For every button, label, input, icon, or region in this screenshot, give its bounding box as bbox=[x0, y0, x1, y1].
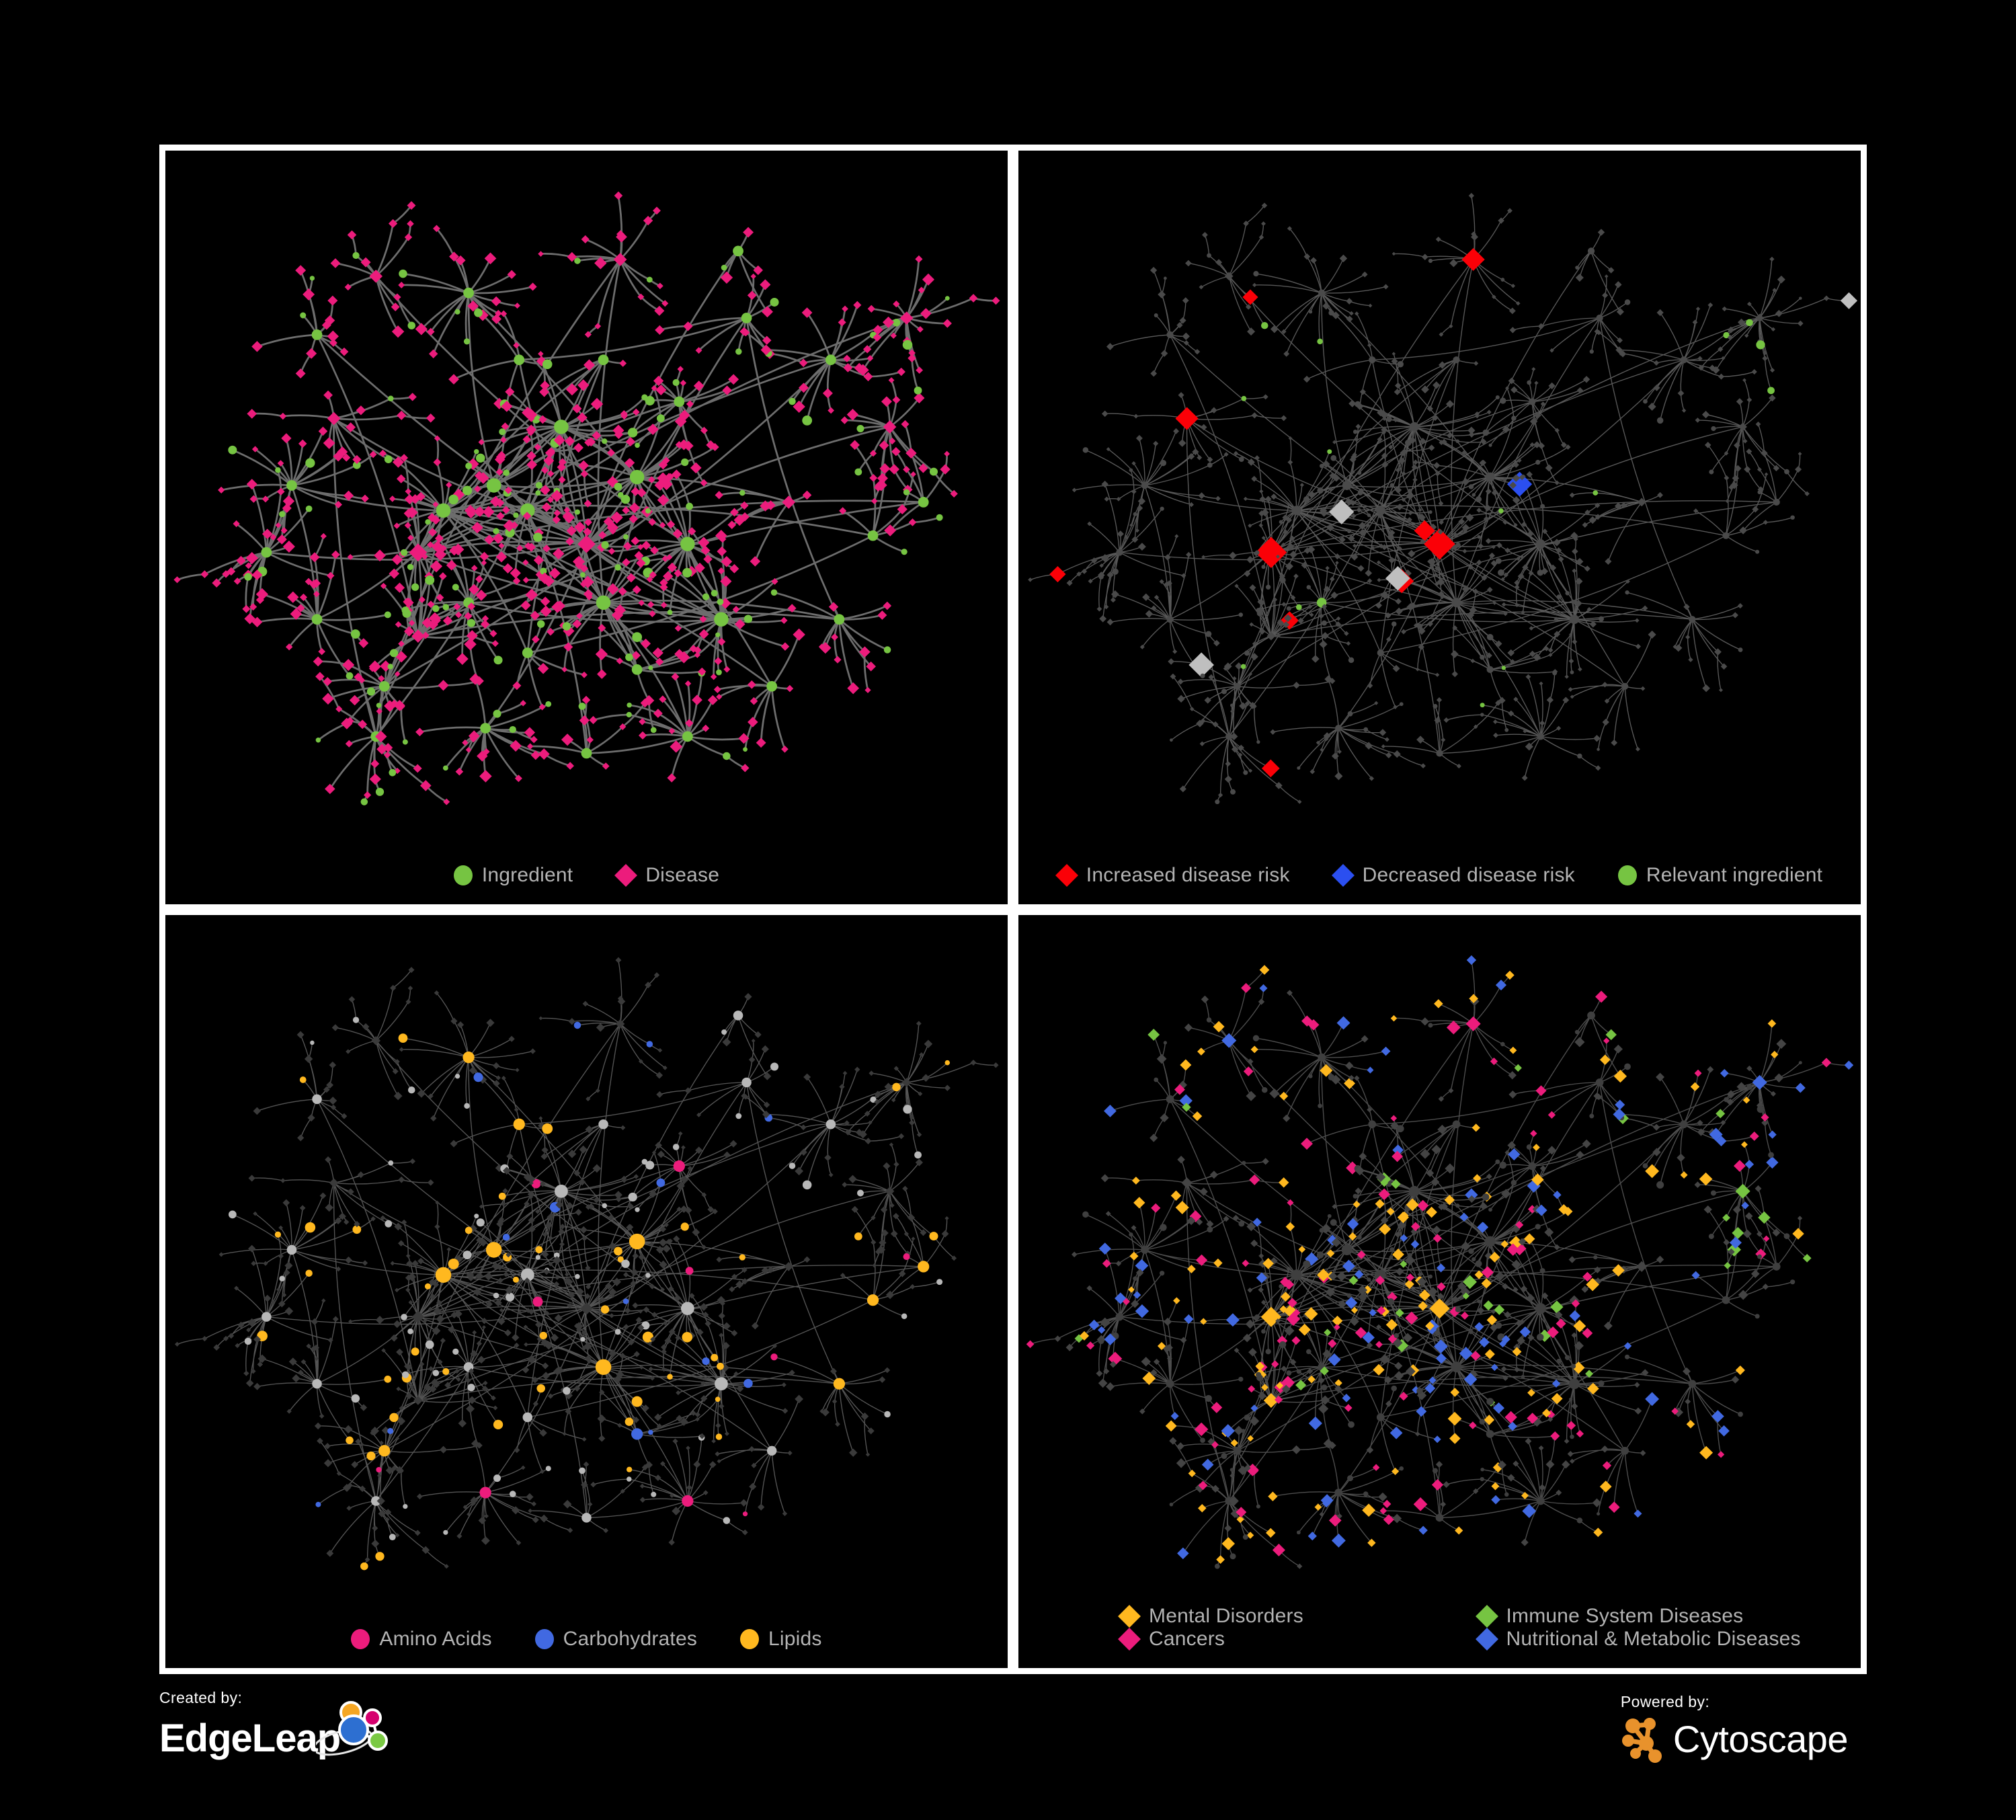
legend-item-disease: Disease bbox=[614, 863, 720, 887]
created-by-label: Created by: bbox=[159, 1689, 243, 1706]
edgeleap-network-logo-icon bbox=[316, 1701, 389, 1756]
powered-by-label: Powered by: bbox=[1620, 1693, 1710, 1710]
network-graphic-3 bbox=[174, 957, 999, 1570]
cancers-marker-icon bbox=[1118, 1628, 1141, 1651]
immune-system-diseases-marker-icon bbox=[1475, 1605, 1498, 1628]
network-graphic-2 bbox=[1028, 192, 1858, 805]
cytoscape-logo-icon bbox=[1621, 1718, 1662, 1763]
legend-item-amino-acids: Amino Acids bbox=[351, 1628, 491, 1651]
network-graphic-1 bbox=[173, 191, 1000, 805]
legend-panel-2: Increased disease risk Decreased disease… bbox=[1018, 864, 1861, 887]
legend-label-ingredient: Ingredient bbox=[481, 863, 573, 886]
ingredient-marker-icon bbox=[453, 865, 473, 885]
legend-label-nutritional-metabolic: Nutritional & Metabolic Diseases bbox=[1506, 1628, 1801, 1650]
legend-label-cancers: Cancers bbox=[1149, 1628, 1225, 1650]
legend-panel-4: Mental Disorders Immune System Diseases … bbox=[1018, 1605, 1861, 1651]
network-canvas-disease-risk[interactable] bbox=[1018, 151, 1861, 904]
legend-label-lipids: Lipids bbox=[768, 1628, 822, 1650]
legend-item-decreased-risk: Decreased disease risk bbox=[1331, 863, 1575, 887]
panel-disease-risk: Increased disease risk Decreased disease… bbox=[1018, 151, 1861, 904]
panel-nutrient-class: Amino Acids Carbohydrates Lipids bbox=[165, 914, 1008, 1669]
legend-item-carbohydrates: Carbohydrates bbox=[534, 1628, 698, 1651]
panel-grid: Ingredient Disease Increased disease r bbox=[159, 145, 1867, 1674]
legend-label-carbohydrates: Carbohydrates bbox=[563, 1628, 698, 1650]
mental-disorders-marker-icon bbox=[1118, 1605, 1141, 1628]
edgeleap-wordmark: EdgeLeap bbox=[159, 1716, 341, 1760]
cytoscape-brand: Powered by: bbox=[1619, 1693, 1849, 1765]
figure-footer: Created by: EdgeLeap Powered by: bbox=[159, 1681, 1857, 1809]
legend-label-increased-risk: Increased disease risk bbox=[1086, 863, 1290, 886]
lipids-marker-icon bbox=[740, 1629, 760, 1649]
disease-marker-icon bbox=[614, 863, 638, 887]
legend-label-relevant-ingredient: Relevant ingredient bbox=[1646, 863, 1823, 886]
cytoscape-wordmark: Cytoscape bbox=[1672, 1718, 1849, 1760]
legend-item-relevant-ingredient: Relevant ingredient bbox=[1617, 863, 1823, 887]
legend-label-disease: Disease bbox=[645, 863, 720, 886]
edgeleap-brand: Created by: EdgeLeap bbox=[159, 1689, 397, 1768]
network-canvas-nutrient-class[interactable] bbox=[165, 915, 1008, 1669]
panel-disease-category: Mental Disorders Immune System Diseases … bbox=[1018, 914, 1861, 1669]
legend-item-immune-system-diseases: Immune System Diseases bbox=[1475, 1605, 1808, 1628]
panel-ingredient-disease: Ingredient Disease bbox=[165, 151, 1008, 904]
legend-label-immune-system-diseases: Immune System Diseases bbox=[1506, 1605, 1744, 1627]
carbohydrates-marker-icon bbox=[534, 1629, 554, 1649]
network-graphic-4 bbox=[1026, 955, 1854, 1569]
network-canvas-disease-category[interactable] bbox=[1018, 915, 1861, 1669]
legend-label-mental-disorders: Mental Disorders bbox=[1149, 1605, 1303, 1627]
increased-risk-marker-icon bbox=[1055, 863, 1078, 887]
legend-item-increased-risk: Increased disease risk bbox=[1055, 863, 1290, 887]
legend-label-amino-acids: Amino Acids bbox=[379, 1628, 492, 1650]
legend-item-cancers: Cancers bbox=[1118, 1628, 1450, 1651]
relevant-ingredient-marker-icon bbox=[1617, 865, 1637, 885]
decreased-risk-marker-icon bbox=[1331, 863, 1355, 887]
nutritional-metabolic-marker-icon bbox=[1475, 1628, 1498, 1651]
legend-item-mental-disorders: Mental Disorders bbox=[1118, 1605, 1450, 1628]
cytoscape-logo-row: Cytoscape bbox=[1619, 1714, 1849, 1765]
edgeleap-logo-row: EdgeLeap bbox=[159, 1701, 397, 1768]
legend-item-lipids: Lipids bbox=[740, 1628, 822, 1651]
amino-acids-marker-icon bbox=[351, 1629, 370, 1649]
network-canvas-ingredient-disease[interactable] bbox=[165, 151, 1008, 904]
legend-panel-3: Amino Acids Carbohydrates Lipids bbox=[165, 1628, 1008, 1651]
legend-panel-1: Ingredient Disease bbox=[165, 864, 1008, 887]
legend-label-decreased-risk: Decreased disease risk bbox=[1362, 863, 1575, 886]
legend-item-ingredient: Ingredient bbox=[453, 863, 573, 887]
legend-item-nutritional-metabolic: Nutritional & Metabolic Diseases bbox=[1475, 1628, 1808, 1651]
